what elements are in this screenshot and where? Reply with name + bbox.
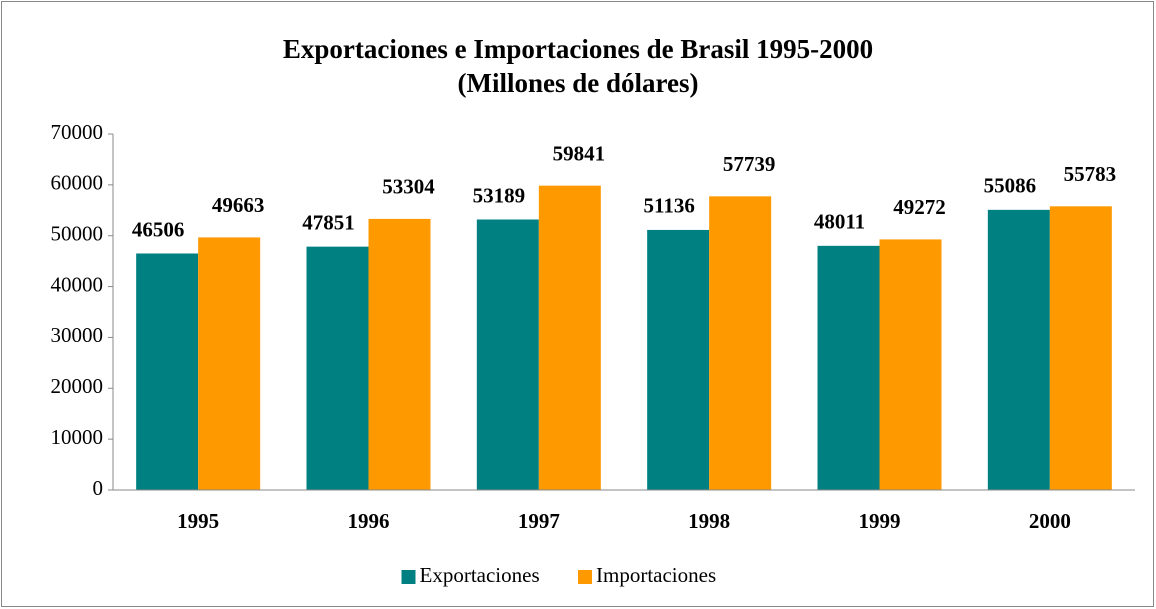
data-label: 51136: [643, 194, 694, 218]
data-label: 55783: [1064, 162, 1117, 186]
y-tick-label: 30000: [51, 323, 104, 347]
bar: [817, 245, 880, 490]
legend-swatch: [578, 570, 592, 584]
chart-title: Exportaciones e Importaciones de Brasil …: [283, 34, 873, 64]
y-tick-label: 20000: [51, 374, 104, 398]
bar: [879, 239, 942, 490]
data-label: 53304: [382, 175, 435, 199]
data-label: 53189: [473, 183, 526, 207]
data-label: 55086: [984, 174, 1037, 198]
bar: [987, 209, 1050, 491]
data-label: 48011: [814, 210, 865, 234]
data-label: 59841: [553, 141, 606, 165]
legend-label: Exportaciones: [420, 563, 540, 587]
data-label: 57739: [723, 152, 776, 176]
y-tick-label: 40000: [51, 272, 104, 296]
x-tick-label: 1995: [177, 509, 219, 533]
bar: [538, 185, 601, 490]
x-tick-label: 1998: [688, 509, 730, 533]
bar: [1049, 206, 1112, 491]
bar: [368, 218, 431, 491]
x-tick-label: 1997: [518, 509, 560, 533]
data-label: 49272: [893, 195, 946, 219]
data-label: 47851: [302, 210, 355, 234]
legend-swatch: [401, 570, 416, 584]
bar: [709, 196, 772, 490]
bar: [198, 237, 261, 490]
bar: [136, 253, 199, 490]
bar: [476, 219, 539, 490]
bar: [647, 229, 710, 490]
chart-subtitle: (Millones de dólares): [458, 68, 699, 98]
y-tick-label: 0: [93, 476, 104, 500]
y-tick-label: 50000: [51, 222, 104, 246]
y-tick-label: 60000: [51, 171, 104, 195]
legend-label: Importaciones: [596, 563, 716, 587]
y-tick-label: 70000: [51, 120, 104, 144]
x-tick-label: 2000: [1029, 509, 1071, 533]
data-label: 49663: [212, 193, 265, 217]
data-label: 46506: [132, 217, 185, 241]
y-tick-label: 10000: [51, 425, 104, 449]
bar: [306, 246, 369, 490]
x-tick-label: 1996: [348, 509, 390, 533]
x-tick-label: 1999: [859, 509, 901, 533]
